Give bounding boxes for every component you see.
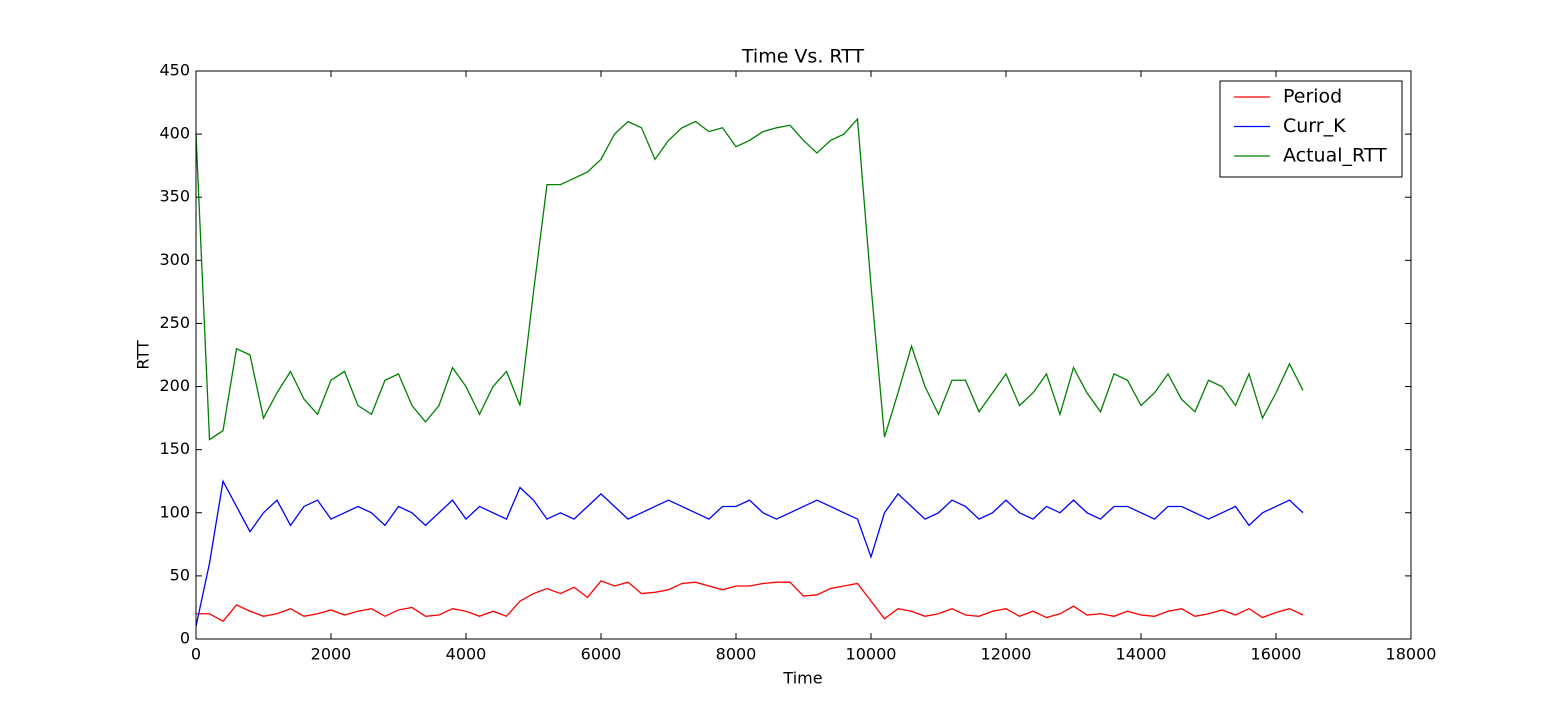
x-tick-label: 10000 [846,645,897,664]
data-line [196,580,1304,623]
chart-title: Time Vs. RTT [741,46,865,68]
x-tick-label: 12000 [981,645,1032,664]
x-axis-label: Time [782,669,822,688]
legend-label: Actual_RTT [1283,145,1387,167]
y-tick-label: 0 [180,629,190,648]
y-tick-label: 100 [159,502,190,521]
legend-label: Period [1283,86,1342,108]
y-tick-label: 400 [159,124,190,143]
y-axis-label: RTT [134,340,153,369]
data-line [195,117,1304,441]
x-tick-label: 8000 [716,645,757,664]
y-tick-label: 250 [159,313,190,332]
legend-label: Curr_K [1283,115,1346,137]
y-tick-label: 50 [170,565,190,584]
x-tick-label: 0 [191,645,201,664]
x-tick-label: 16000 [1251,645,1302,664]
x-tick-label: 14000 [1116,645,1167,664]
data-line [195,479,1304,627]
y-tick-label: 350 [159,187,190,206]
x-tick-label: 4000 [446,645,487,664]
y-tick-label: 150 [159,439,190,458]
x-tick-label: 2000 [311,645,352,664]
y-tick-label: 200 [159,376,190,395]
plot-frame [195,70,1412,640]
x-tick-label: 18000 [1386,645,1437,664]
x-tick-label: 6000 [581,645,622,664]
y-tick-label: 450 [159,61,190,80]
y-tick-label: 300 [159,250,190,269]
